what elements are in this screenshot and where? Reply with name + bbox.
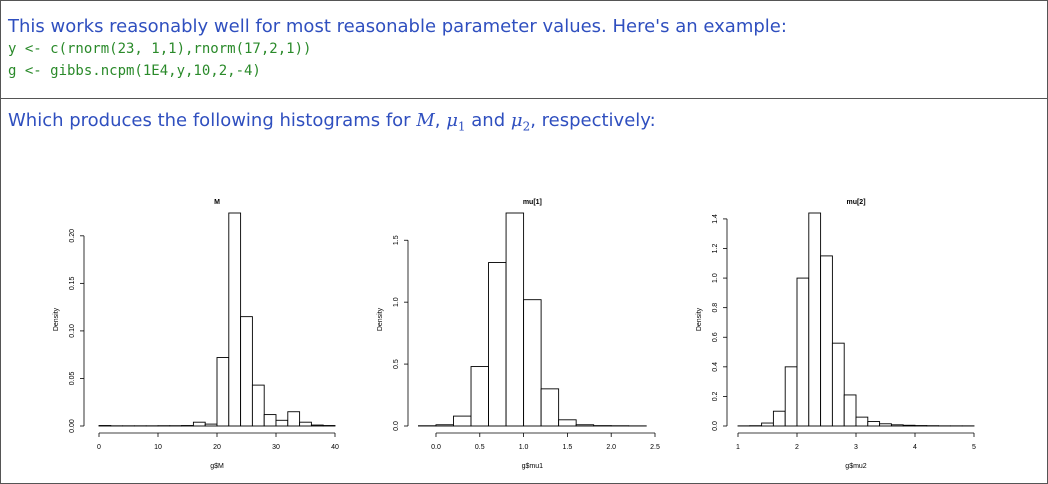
text: and bbox=[465, 110, 511, 131]
bar bbox=[820, 255, 833, 427]
text: , respectively: bbox=[530, 110, 656, 131]
x-tick-label: 2 bbox=[795, 444, 799, 451]
x-tick-label: 4 bbox=[913, 444, 917, 451]
bar bbox=[251, 384, 265, 427]
bar bbox=[540, 388, 560, 427]
x-tick-label: 1.0 bbox=[519, 444, 529, 451]
y-tick-label: 0.0 bbox=[712, 421, 719, 431]
bar bbox=[310, 424, 324, 427]
bar bbox=[784, 366, 798, 427]
x-tick-label: 1.5 bbox=[563, 444, 573, 451]
x-tick-label: 40 bbox=[331, 444, 339, 451]
text: Which produces the following histograms … bbox=[8, 110, 417, 131]
bar bbox=[488, 262, 507, 427]
x-tick-label: 2.0 bbox=[606, 444, 616, 451]
x-tick-label: 5 bbox=[972, 444, 976, 451]
bar bbox=[435, 424, 454, 427]
y-tick-label: 1.0 bbox=[393, 297, 400, 307]
bar bbox=[240, 316, 253, 427]
y-tick-label: 0.6 bbox=[712, 332, 719, 342]
bar bbox=[192, 421, 206, 427]
y-tick-label: 1.5 bbox=[393, 235, 400, 245]
y-tick-label: 0.4 bbox=[712, 362, 719, 372]
bar bbox=[575, 424, 595, 427]
y-tick-label: 0.2 bbox=[712, 391, 719, 401]
bar bbox=[505, 212, 525, 427]
x-axis-label: g$mu1 bbox=[522, 463, 544, 470]
code-line: g <- gibbs.ncpm(1E4,y,10,2,-4) bbox=[8, 63, 261, 79]
x-tick-label: 2.5 bbox=[650, 444, 660, 451]
paragraph-text: This works reasonably well for most reas… bbox=[8, 16, 787, 37]
x-tick-label: 0.5 bbox=[475, 444, 485, 451]
x-tick-label: 3 bbox=[854, 444, 858, 451]
bar bbox=[275, 419, 289, 427]
x-axis-label: g$mu2 bbox=[845, 463, 867, 470]
bar bbox=[890, 424, 904, 427]
code-line: y <- c(rnorm(23, 1,1),rnorm(17,2,1)) bbox=[8, 41, 312, 57]
math: μ bbox=[510, 110, 523, 131]
x-tick-label: 20 bbox=[213, 444, 221, 451]
bar bbox=[879, 423, 892, 427]
y-tick-label: 0.0 bbox=[393, 421, 400, 431]
x-tick-label: 30 bbox=[272, 444, 280, 451]
math: μ bbox=[446, 110, 458, 131]
bar bbox=[902, 424, 916, 427]
y-axis-label: Density bbox=[696, 307, 703, 331]
y-tick-label: 0.10 bbox=[69, 324, 76, 338]
x-tick-label: 0.0 bbox=[431, 444, 441, 451]
y-tick-label: 0.5 bbox=[393, 359, 400, 369]
chart-title: M bbox=[214, 199, 220, 206]
bar bbox=[831, 342, 845, 427]
x-axis-label: g$M bbox=[210, 463, 224, 470]
bar bbox=[772, 410, 786, 427]
bar bbox=[867, 421, 881, 427]
subscript: 2 bbox=[522, 119, 531, 134]
chart-title: mu[1] bbox=[523, 199, 542, 206]
bar bbox=[843, 394, 857, 427]
y-tick-label: 0.8 bbox=[712, 303, 719, 313]
x-tick-label: 10 bbox=[154, 444, 162, 451]
bar bbox=[263, 414, 277, 427]
bar bbox=[228, 212, 242, 427]
bar bbox=[761, 422, 774, 427]
y-axis-label: Density bbox=[53, 307, 60, 331]
y-tick-label: 1.4 bbox=[712, 214, 719, 224]
chart-title: mu[2] bbox=[846, 199, 865, 206]
bar bbox=[287, 411, 301, 427]
y-tick-label: 0.15 bbox=[69, 276, 76, 290]
bar bbox=[470, 366, 489, 427]
y-tick-label: 1.0 bbox=[712, 273, 719, 283]
y-tick-label: 0.00 bbox=[69, 419, 76, 433]
bar bbox=[216, 357, 230, 427]
bar bbox=[523, 299, 542, 427]
bar bbox=[796, 277, 810, 427]
y-tick-label: 0.05 bbox=[69, 372, 76, 386]
bar bbox=[558, 419, 577, 427]
bar bbox=[855, 416, 869, 427]
math: M bbox=[416, 110, 435, 131]
paragraph-text: Which produces the following histograms … bbox=[8, 110, 656, 134]
bar bbox=[204, 423, 218, 427]
text: , bbox=[434, 110, 447, 131]
bar bbox=[299, 421, 312, 427]
y-tick-label: 1.2 bbox=[712, 244, 719, 254]
y-axis-label: Density bbox=[377, 307, 384, 331]
y-tick-label: 0.20 bbox=[69, 229, 76, 243]
bar bbox=[808, 212, 822, 427]
subscript: 1 bbox=[457, 119, 466, 134]
x-tick-label: 0 bbox=[97, 444, 101, 451]
bar bbox=[453, 415, 472, 427]
x-tick-label: 1 bbox=[736, 444, 740, 451]
